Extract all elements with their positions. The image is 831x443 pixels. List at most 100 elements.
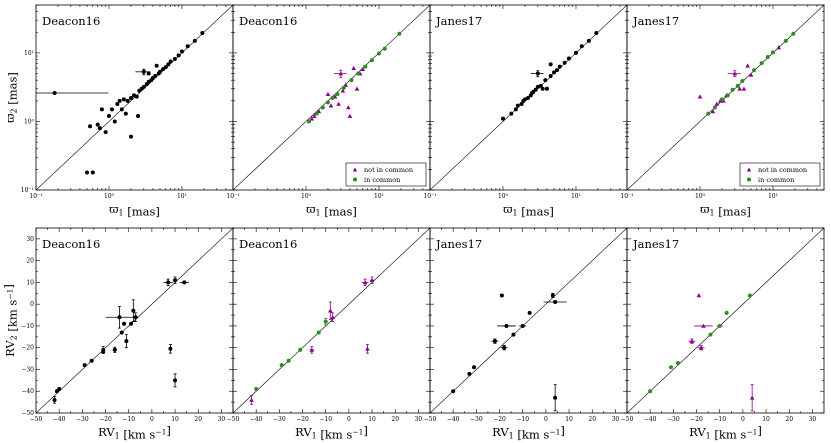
data-point xyxy=(521,98,526,103)
label-part: [km s xyxy=(711,428,747,442)
legend-label: in common xyxy=(758,176,794,184)
data-point xyxy=(397,31,402,36)
data-point xyxy=(513,107,518,112)
data-point xyxy=(85,170,90,175)
label-subscript: 1 xyxy=(710,209,715,218)
legend-marker-triangle xyxy=(746,167,752,172)
data-point xyxy=(382,46,387,51)
data-point xyxy=(99,107,104,112)
x-tick-label: 10⁻¹ xyxy=(423,193,436,200)
x-tick-label: −40 xyxy=(250,416,263,423)
label-part: RV xyxy=(689,425,706,439)
data-point xyxy=(134,94,139,99)
data-point xyxy=(123,111,128,116)
data-point xyxy=(552,70,557,75)
axes-frame xyxy=(626,4,825,191)
label-part: RV xyxy=(98,425,115,439)
one-to-one-line xyxy=(36,5,233,190)
panel-7: −50 −40 −30 −20 −10 0 10 20 30 Janes17 RV1 [km s−1… xyxy=(424,227,628,442)
data-point-triangle xyxy=(714,101,720,106)
data-point xyxy=(179,49,184,54)
legend-label: not in common xyxy=(758,166,807,174)
x-tick-label: 30 xyxy=(809,416,817,423)
label-part: ] xyxy=(560,424,565,438)
data-point xyxy=(172,56,177,61)
data-point xyxy=(675,360,680,365)
data-point xyxy=(648,389,653,394)
label-part: ] xyxy=(363,424,368,438)
data-point xyxy=(121,97,126,102)
label-subscript: 1 xyxy=(115,432,120,441)
data-point xyxy=(586,38,591,43)
x-tick-label: −10 xyxy=(516,416,529,423)
data-point xyxy=(90,170,95,175)
data-point xyxy=(504,323,509,328)
x-tick-label: 30 xyxy=(415,416,423,423)
data-point xyxy=(89,358,94,363)
data-point xyxy=(82,363,87,368)
data-point-triangle xyxy=(354,86,360,91)
data-point xyxy=(52,91,57,96)
legend-marker-circle xyxy=(747,177,751,182)
data-point-triangle xyxy=(346,105,351,110)
legend-label: in common xyxy=(364,176,400,184)
data-point-triangle xyxy=(340,88,346,93)
data-point xyxy=(535,71,540,76)
data-point-triangle xyxy=(362,280,368,285)
label-part: ϖ xyxy=(109,202,119,216)
x-tick-label: 0 xyxy=(544,416,548,423)
data-point xyxy=(117,315,122,320)
label-subscript: 1 xyxy=(509,432,514,441)
data-point xyxy=(562,60,567,65)
x-tick-label: 20 xyxy=(588,416,596,423)
label-subscript: 1 xyxy=(119,209,124,218)
data-point xyxy=(154,63,159,68)
data-point xyxy=(136,114,141,119)
x-tick-label: 10 xyxy=(762,416,770,423)
data-point xyxy=(141,69,146,74)
data-point-triangle xyxy=(748,72,754,77)
data-point-triangle xyxy=(309,116,315,121)
data-point xyxy=(254,387,259,392)
one-to-one-line xyxy=(627,228,824,413)
data-points xyxy=(697,31,796,116)
data-point xyxy=(747,293,752,298)
data-point xyxy=(791,31,796,36)
y-tick-label: −50 xyxy=(21,410,34,417)
label-superscript: −1 xyxy=(6,289,15,300)
y-tick-label: 10⁰ xyxy=(24,118,35,125)
label-superscript: −1 xyxy=(155,428,166,437)
x-tick-label: 10⁻¹ xyxy=(226,193,239,200)
y-tick-label: −40 xyxy=(21,388,34,395)
data-point xyxy=(724,310,729,315)
x-tick-label: −20 xyxy=(99,416,112,423)
x-tick-label: −20 xyxy=(493,416,506,423)
data-point xyxy=(719,97,724,102)
data-point-triangle xyxy=(249,397,254,402)
data-point xyxy=(765,55,770,60)
x-tick-label: 10 xyxy=(565,416,573,423)
data-point-triangle xyxy=(338,71,344,76)
y-tick-label: 10¹ xyxy=(24,50,34,57)
x-tick-label: 10⁰ xyxy=(104,193,115,200)
data-point-triangle xyxy=(698,345,704,350)
legend-box xyxy=(345,162,427,187)
data-point xyxy=(166,280,171,285)
data-point xyxy=(511,332,516,337)
panel-title: Janes17 xyxy=(632,14,679,28)
data-point-triangle xyxy=(745,63,750,68)
label-part: [mas] xyxy=(124,205,160,219)
data-point-triangle xyxy=(701,323,706,328)
data-point xyxy=(97,126,102,131)
label-part: ϖ xyxy=(306,202,316,216)
legend-box xyxy=(739,162,821,187)
legend-marker-circle xyxy=(353,177,357,182)
x-tick-label: 20 xyxy=(391,416,399,423)
data-point xyxy=(192,38,197,43)
data-point xyxy=(128,134,133,139)
data-point xyxy=(566,56,571,61)
data-point xyxy=(770,50,775,55)
data-point xyxy=(548,62,553,67)
data-points xyxy=(307,31,402,124)
data-point xyxy=(706,111,711,116)
